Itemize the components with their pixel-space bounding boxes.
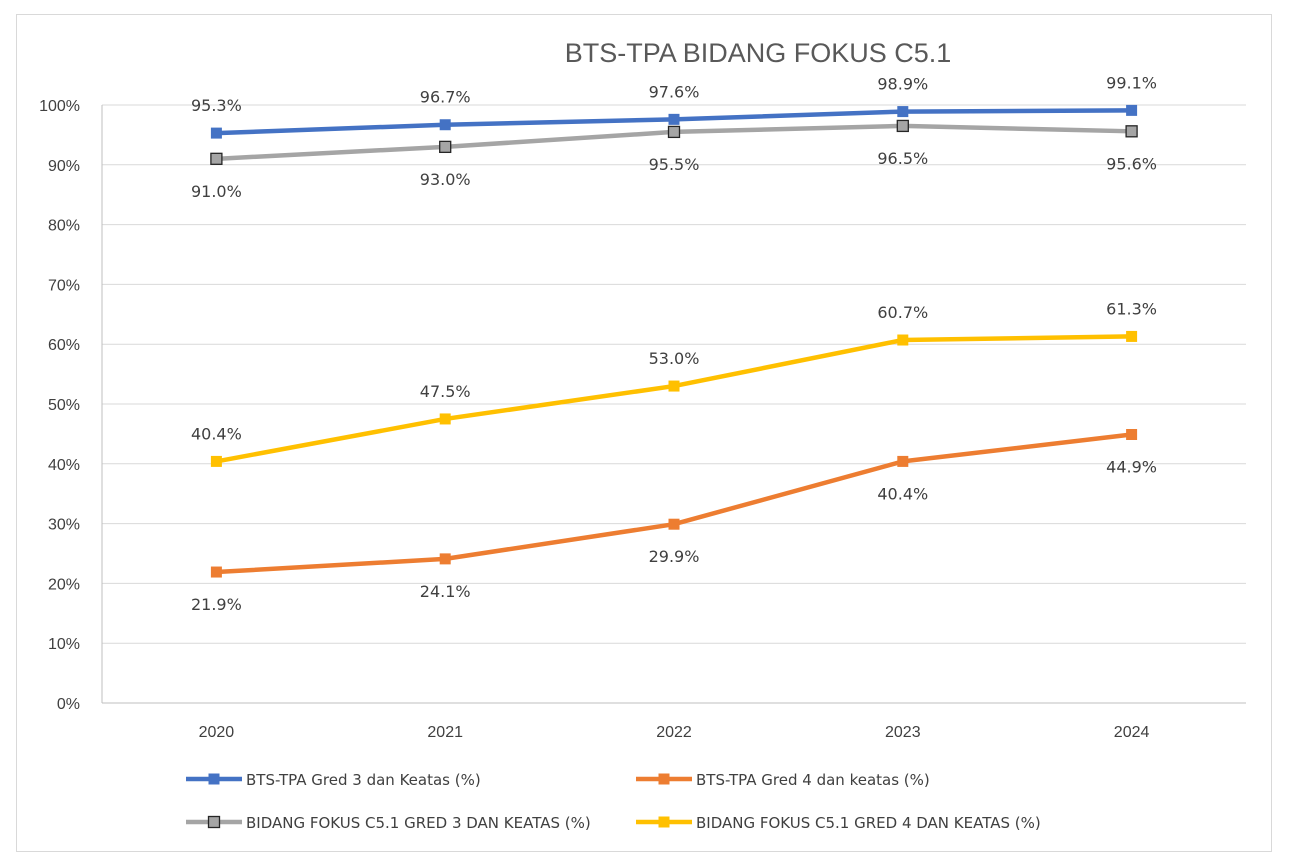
y-tick-label: 30%	[48, 517, 80, 534]
y-tick-label: 70%	[48, 277, 80, 294]
y-tick-label: 0%	[57, 696, 80, 713]
legend-swatch-marker	[658, 816, 670, 828]
y-axis: 0% 10% 20% 30% 40% 50% 60% 70% 80% 90% 100%	[39, 98, 103, 713]
legend-item: BIDANG FOKUS C5.1 GRED 4 DAN KEATAS (%)	[636, 814, 1041, 832]
legend-item: BIDANG FOKUS C5.1 GRED 3 DAN KEATAS (%)	[186, 814, 591, 832]
x-tick-label: 2023	[885, 724, 921, 741]
x-tick-label: 2024	[1114, 724, 1150, 741]
data-label: 47.5%	[420, 382, 471, 401]
data-label: 21.9%	[191, 595, 242, 614]
y-tick-label: 40%	[48, 457, 80, 474]
legend-label: BIDANG FOKUS C5.1 GRED 3 DAN KEATAS (%)	[246, 814, 591, 832]
data-label: 40.4%	[191, 424, 242, 443]
data-label: 95.3%	[191, 96, 242, 115]
data-point	[897, 106, 909, 118]
legend-item: BTS-TPA Gred 3 dan Keatas (%)	[186, 771, 481, 789]
data-point	[1126, 104, 1138, 116]
legend: BTS-TPA Gred 3 dan Keatas (%) BTS-TPA Gre…	[186, 771, 1041, 832]
data-label: 24.1%	[420, 582, 471, 601]
data-label: 99.1%	[1106, 73, 1157, 92]
data-point	[439, 413, 451, 425]
y-tick-label: 100%	[39, 98, 80, 115]
data-point	[210, 152, 223, 165]
data-label: 96.7%	[420, 88, 471, 107]
data-point	[210, 566, 222, 578]
data-label: 44.9%	[1106, 457, 1157, 476]
data-point	[1126, 428, 1138, 440]
data-point	[896, 119, 909, 133]
data-point	[439, 553, 451, 565]
data-label: 96.5%	[877, 149, 928, 168]
legend-label: BTS-TPA Gred 3 dan Keatas (%)	[246, 771, 481, 789]
chart-title: BTS-TPA BIDANG FOKUS C5.1	[565, 38, 952, 68]
legend-label: BTS-TPA Gred 4 dan keatas (%)	[696, 771, 930, 789]
legend-label: BIDANG FOKUS C5.1 GRED 4 DAN KEATAS (%)	[696, 814, 1041, 832]
data-label: 93.0%	[420, 170, 471, 189]
x-tick-label: 2020	[199, 724, 235, 741]
data-labels: 95.3% 96.7% 97.6% 98.9% 99.1% 21.9% 24.1% 29.9%…	[191, 73, 1157, 614]
data-label: 40.4%	[877, 484, 928, 503]
data-point	[210, 455, 222, 467]
data-point	[1125, 125, 1138, 138]
legend-swatch-marker	[208, 773, 220, 785]
data-label: 98.9%	[877, 75, 928, 94]
data-point	[668, 380, 680, 392]
x-tick-label: 2021	[427, 724, 463, 741]
data-point	[439, 140, 452, 154]
y-tick-label: 90%	[48, 158, 80, 175]
y-tick-label: 10%	[48, 636, 80, 653]
data-point	[897, 334, 909, 346]
data-point	[668, 113, 680, 125]
data-point	[210, 127, 222, 139]
y-tick-label: 50%	[48, 397, 80, 414]
x-axis: 2020 2021 2022 2023 2024	[102, 702, 1246, 741]
x-tick-label: 2022	[656, 724, 692, 741]
data-label: 97.6%	[649, 82, 700, 101]
data-point	[668, 518, 680, 530]
gridlines	[102, 104, 1246, 644]
legend-swatch-marker	[207, 815, 221, 829]
data-label: 53.0%	[649, 349, 700, 368]
data-point	[1126, 330, 1138, 342]
data-point	[897, 455, 909, 467]
data-label: 60.7%	[877, 303, 928, 322]
data-label: 95.6%	[1106, 154, 1157, 173]
y-tick-label: 80%	[48, 218, 80, 235]
y-tick-label: 20%	[48, 576, 80, 593]
data-label: 61.3%	[1106, 299, 1157, 318]
legend-swatch-marker	[658, 773, 670, 785]
chart-frame	[16, 14, 1272, 852]
data-label: 91.0%	[191, 182, 242, 201]
data-point	[667, 125, 681, 139]
data-label: 95.5%	[649, 155, 700, 174]
series-lines	[210, 104, 1138, 578]
data-point	[439, 119, 451, 131]
legend-item: BTS-TPA Gred 4 dan keatas (%)	[636, 771, 930, 789]
y-tick-label: 60%	[48, 337, 80, 354]
data-label: 29.9%	[649, 547, 700, 566]
